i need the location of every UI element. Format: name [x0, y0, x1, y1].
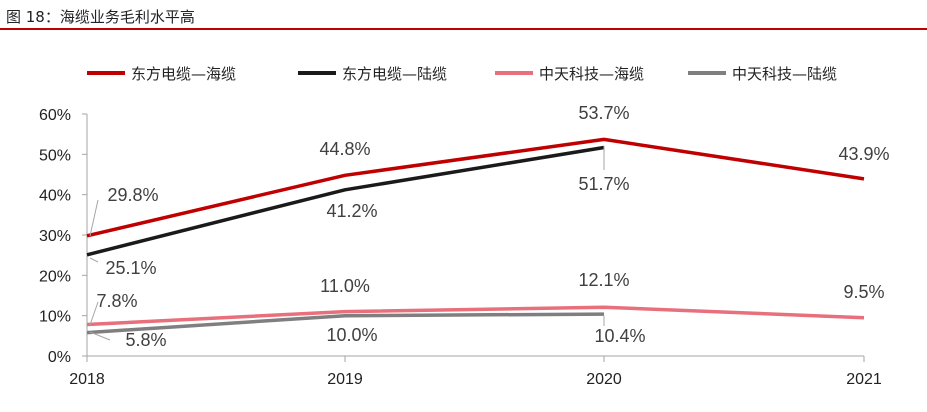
legend-label: 中天科技—海缆 [539, 65, 644, 83]
data-label: 43.9% [838, 144, 889, 164]
x-tick-label: 2021 [846, 371, 882, 388]
data-label: 5.8% [125, 330, 166, 350]
legend-label: 东方电缆—陆缆 [342, 65, 447, 83]
series-line [86, 137, 865, 238]
title-divider [0, 28, 927, 30]
x-tick-label: 2018 [69, 371, 105, 388]
label-leader-line [89, 301, 99, 326]
y-tick-label: 30% [39, 228, 71, 245]
y-tick-label: 40% [39, 188, 71, 205]
series-line [86, 312, 605, 335]
series-line [86, 145, 605, 257]
label-leader-line [89, 199, 99, 237]
figure-header: 图 18：海缆业务毛利水平高 [0, 0, 927, 30]
figure-title: 图 18：海缆业务毛利水平高 [6, 8, 195, 26]
y-tick-label: 10% [39, 309, 71, 326]
series-line [86, 305, 865, 327]
data-label: 44.8% [319, 139, 370, 159]
y-tick-label: 20% [39, 268, 71, 285]
data-label: 29.8% [107, 185, 158, 205]
y-tick-label: 0% [48, 349, 71, 366]
data-label: 25.1% [105, 258, 156, 278]
label-leader-line [89, 257, 99, 263]
y-tick-label: 60% [39, 107, 71, 124]
y-tick-label: 50% [39, 147, 71, 164]
legend-label: 东方电缆—海缆 [131, 65, 236, 83]
data-label: 53.7% [578, 103, 629, 123]
data-label: 11.0% [320, 276, 370, 296]
data-label: 10.4% [594, 326, 645, 346]
data-label: 12.1% [578, 270, 629, 290]
data-label: 9.5% [843, 282, 884, 302]
x-tick-label: 2020 [586, 371, 622, 388]
legend-label: 中天科技—陆缆 [732, 65, 837, 83]
data-label: 51.7% [578, 174, 629, 194]
label-leader-line [89, 331, 111, 341]
data-label: 10.0% [326, 325, 377, 345]
x-tick-label: 2019 [327, 371, 363, 388]
data-label: 7.8% [96, 291, 137, 311]
data-label: 41.2% [326, 201, 377, 221]
